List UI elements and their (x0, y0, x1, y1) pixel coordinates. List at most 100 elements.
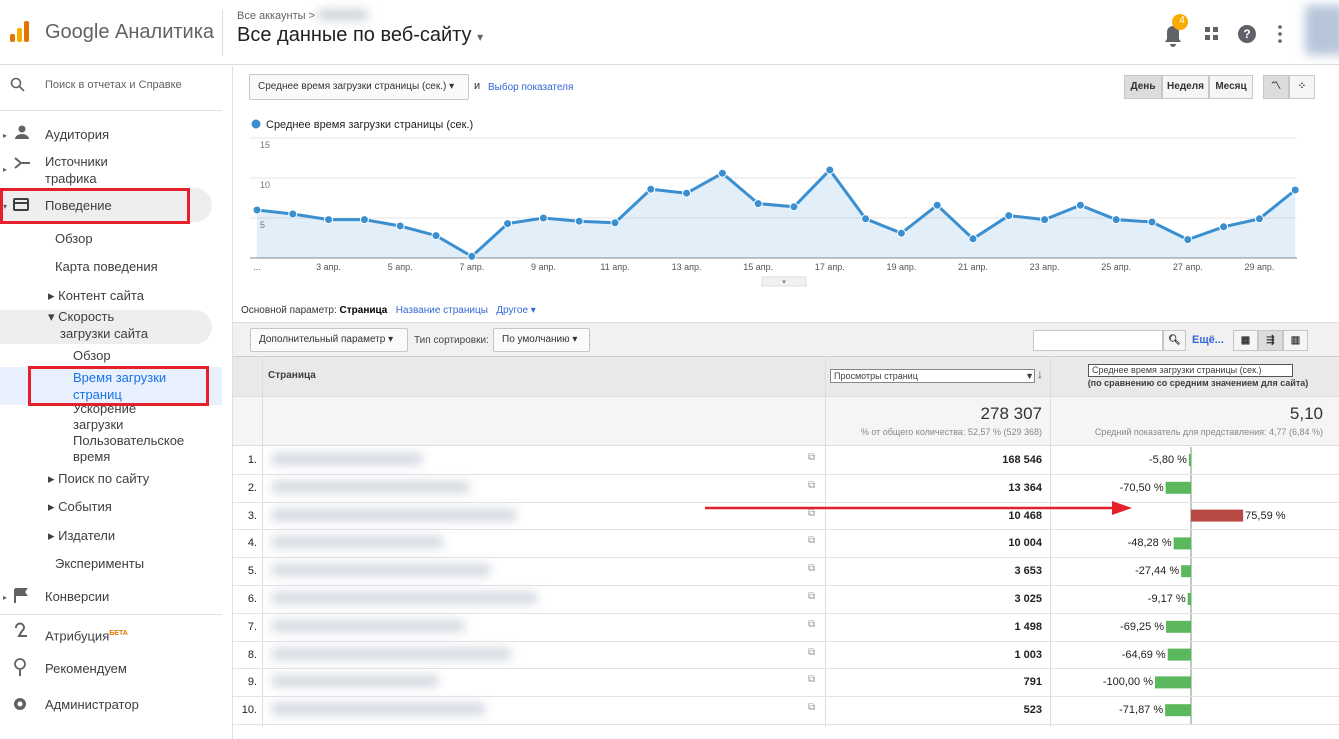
svg-text:▸: ▸ (3, 593, 7, 602)
total-value: 278 307 (980, 404, 1042, 423)
column-header: Просмотры страниц (834, 371, 918, 381)
copy-icon[interactable]: ⧉ (808, 535, 816, 547)
comparison-label: -27,44 % (1135, 565, 1180, 578)
header-icons: ? (1165, 14, 1282, 47)
view-button[interactable]: ▦ (1233, 330, 1258, 351)
copy-icon[interactable]: ⧉ (808, 674, 816, 686)
point (1075, 200, 1085, 210)
point (717, 168, 727, 178)
nav-item[interactable]: Администратор (45, 697, 139, 712)
row-rank: 10. (241, 704, 257, 717)
nav-item[interactable]: Скорость загрузки сайта (58, 309, 149, 341)
sidebar-icons: ▸ ▸ ▾ ▸ (3, 125, 30, 710)
pageviews: 523 (1023, 704, 1042, 717)
total-value: 5,10 (1289, 404, 1323, 423)
search-button[interactable]: 🔍︎ (1163, 330, 1186, 351)
copy-icon[interactable]: ⧉ (808, 479, 816, 491)
pageviews: 791 (1023, 676, 1042, 689)
nav-item[interactable]: Время загрузки страниц (73, 370, 167, 402)
dimension-option[interactable]: Страница (339, 305, 388, 316)
row-separator (233, 501, 1339, 503)
nav-item[interactable]: Конверсии (45, 589, 110, 604)
nav-item[interactable]: Аудитория (45, 127, 110, 142)
table-search[interactable] (1033, 330, 1163, 351)
point (1254, 214, 1264, 224)
comparison-label: -5,80 % (1149, 454, 1187, 466)
point (932, 200, 942, 210)
secondary-dimension[interactable]: Дополнительный параметр ▾ (250, 328, 408, 352)
view-button[interactable]: ▥ (1283, 330, 1308, 351)
period-button[interactable]: День (1124, 75, 1162, 99)
highlight-box (0, 188, 190, 224)
blurred-page (272, 703, 485, 716)
period-button[interactable]: Неделя (1162, 75, 1209, 99)
comparison-label: -70,50 % (1119, 481, 1164, 494)
nav-item[interactable]: Карта поведения (55, 259, 158, 274)
point (1004, 211, 1014, 221)
x-tick-label: 13 апр. (672, 262, 702, 272)
copy-icon[interactable]: ⧉ (808, 507, 816, 519)
view-title[interactable]: Все данные по веб-сайту ▾ (237, 24, 484, 46)
nav-item[interactable]: Обзор (55, 231, 93, 246)
nav-item[interactable]: События (58, 499, 112, 514)
nav-item[interactable]: Пользовательское время (73, 433, 185, 464)
row-rank: 1. (247, 454, 257, 466)
nav-item[interactable]: АтрибуцияБЕТА (45, 625, 128, 644)
row-rank: 9. (247, 676, 257, 689)
avatar[interactable] (1305, 5, 1339, 55)
view-button[interactable]: ⇶ (1258, 330, 1283, 351)
copy-icon[interactable]: ⧉ (808, 563, 816, 575)
column-select[interactable]: Среднее время загрузки страницы (сек.) (1088, 364, 1293, 377)
metric-select[interactable]: Среднее время загрузки страницы (сек.) ▾ (249, 74, 469, 100)
copy-icon[interactable]: ⧉ (808, 618, 816, 630)
column-header[interactable]: Страница (268, 370, 316, 381)
point (503, 219, 513, 229)
point (682, 188, 692, 198)
product-name: Google Аналитика (45, 21, 215, 43)
more-link[interactable]: Ещё... (1192, 334, 1224, 346)
pageviews: 13 364 (1008, 481, 1042, 494)
column-select[interactable]: Просмотры страниц ▼ (830, 369, 1035, 383)
blurred-page (272, 453, 422, 465)
y-tick-label: 15 (260, 140, 270, 150)
point (574, 216, 584, 226)
point (610, 218, 620, 228)
x-tick-label: 3 апр. (316, 262, 341, 272)
nav-item[interactable]: Контент сайта (58, 288, 144, 303)
svg-text:▾: ▾ (782, 279, 786, 286)
x-tick-label: 7 апр. (459, 262, 484, 272)
breadcrumb[interactable]: Все аккаунты > (237, 10, 315, 22)
chart-toggle[interactable] (761, 276, 807, 287)
nav-item[interactable]: Источники трафика (45, 154, 108, 186)
logo (10, 21, 29, 42)
view-title-text: Все данные по веб-сайту (237, 24, 472, 46)
blurred-page (272, 647, 511, 660)
search-icon (10, 77, 25, 92)
blurred-page (272, 592, 537, 604)
nav-item[interactable]: Поиск по сайту (58, 471, 150, 486)
pick-metric[interactable]: Выбор показателя (488, 82, 574, 93)
copy-icon[interactable]: ⧉ (808, 452, 816, 463)
row-separator (233, 585, 1339, 586)
sort-label: Тип сортировки: (414, 335, 489, 346)
main (232, 66, 1339, 739)
nav-item[interactable]: Эксперименты (55, 556, 145, 571)
sort-select[interactable]: По умолчанию ▾ (493, 328, 590, 352)
nav-item[interactable]: Издатели (58, 528, 116, 543)
copy-icon[interactable]: ⧉ (808, 646, 816, 658)
chart-type-button[interactable]: 〽 (1263, 75, 1289, 99)
pageviews: 10 468 (1008, 509, 1042, 522)
dimension-option[interactable]: Другое (496, 305, 529, 316)
and-label: и (474, 80, 481, 92)
row-separator (233, 724, 1339, 725)
nav-item[interactable]: Обзор (73, 348, 111, 363)
search-input[interactable]: Поиск в отчетах и Справке (45, 79, 182, 91)
row-rank: 7. (247, 620, 257, 633)
copy-icon[interactable]: ⧉ (808, 702, 816, 714)
nav-item[interactable]: Рекомендуем (45, 661, 127, 676)
chart-type-button[interactable]: ⁘ (1289, 75, 1315, 99)
dimension-option[interactable]: Название страницы (395, 305, 488, 316)
period-button[interactable]: Месяц (1209, 75, 1253, 99)
copy-icon[interactable]: ⧉ (808, 591, 816, 602)
nav-item[interactable]: Поведение (45, 198, 112, 213)
